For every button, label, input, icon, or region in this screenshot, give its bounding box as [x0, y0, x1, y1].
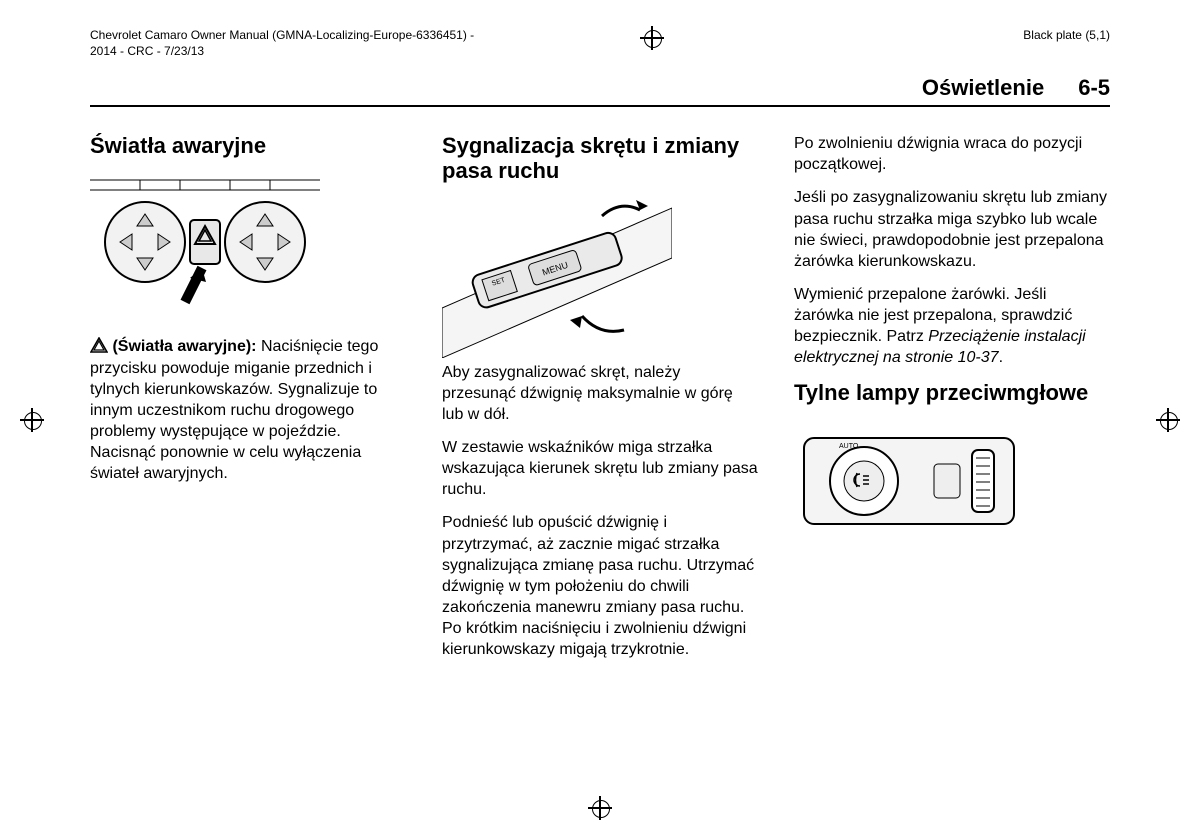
turn-p1: Aby zasygnalizować skręt, należy przesun… [442, 362, 758, 425]
manual-id-line2: 2014 - CRC - 7/23/13 [90, 44, 474, 60]
crop-mark-top [640, 26, 664, 50]
heading-turn-signal: Sygnalizacja skrętu i zmiany pasa ruchu [442, 133, 758, 184]
crop-mark-bottom [588, 796, 612, 820]
col3-p3: Wymienić przepalone żarówki. Jeśli żarów… [794, 284, 1110, 368]
heading-hazard-lights: Światła awaryjne [90, 133, 406, 158]
hazard-triangle-icon [90, 337, 108, 353]
section-title: Oświetlenie [922, 75, 1044, 101]
illustration-turn-stalk: MENU SET [442, 198, 672, 348]
column-1: Światła awaryjne [90, 133, 406, 672]
hazard-text: Naciśnięcie tego przycisku powoduje miga… [90, 338, 378, 482]
turn-p3: Podnieść lub opuścić dźwignię i przytrzy… [442, 512, 758, 660]
column-2: Sygnalizacja skrętu i zmiany pasa ruchu … [442, 133, 758, 672]
col3-p1: Po zwolnieniu dźwignia wraca do pozycji … [794, 133, 1110, 175]
plate-label: Black plate (5,1) [1023, 28, 1110, 59]
col3-p2: Jeśli po zasygnalizowaniu skrętu lub zmi… [794, 187, 1110, 271]
column-3: Po zwolnieniu dźwignia wraca do pozycji … [794, 133, 1110, 672]
heading-rear-fog: Tylne lampy przeciwmgłowe [794, 380, 1110, 405]
page-number: 6-5 [1078, 75, 1110, 101]
col3-p3c: . [999, 349, 1003, 366]
illustration-hazard-button [90, 172, 320, 322]
svg-text:AUTO: AUTO [839, 443, 859, 450]
crop-mark-left [20, 408, 44, 432]
manual-id-line1: Chevrolet Camaro Owner Manual (GMNA-Loca… [90, 28, 474, 44]
hazard-icon-label: (Światła awaryjne): [112, 338, 256, 355]
turn-p2: W zestawie wskaźników miga strzałka wska… [442, 437, 758, 500]
manual-meta-row: Chevrolet Camaro Owner Manual (GMNA-Loca… [90, 28, 1110, 59]
hazard-paragraph: (Światła awaryjne): Naciśnięcie tego prz… [90, 336, 406, 484]
crop-mark-right [1156, 408, 1180, 432]
illustration-fog-switch: AUTO [794, 420, 1024, 540]
page-header: Oświetlenie 6-5 [90, 75, 1110, 107]
